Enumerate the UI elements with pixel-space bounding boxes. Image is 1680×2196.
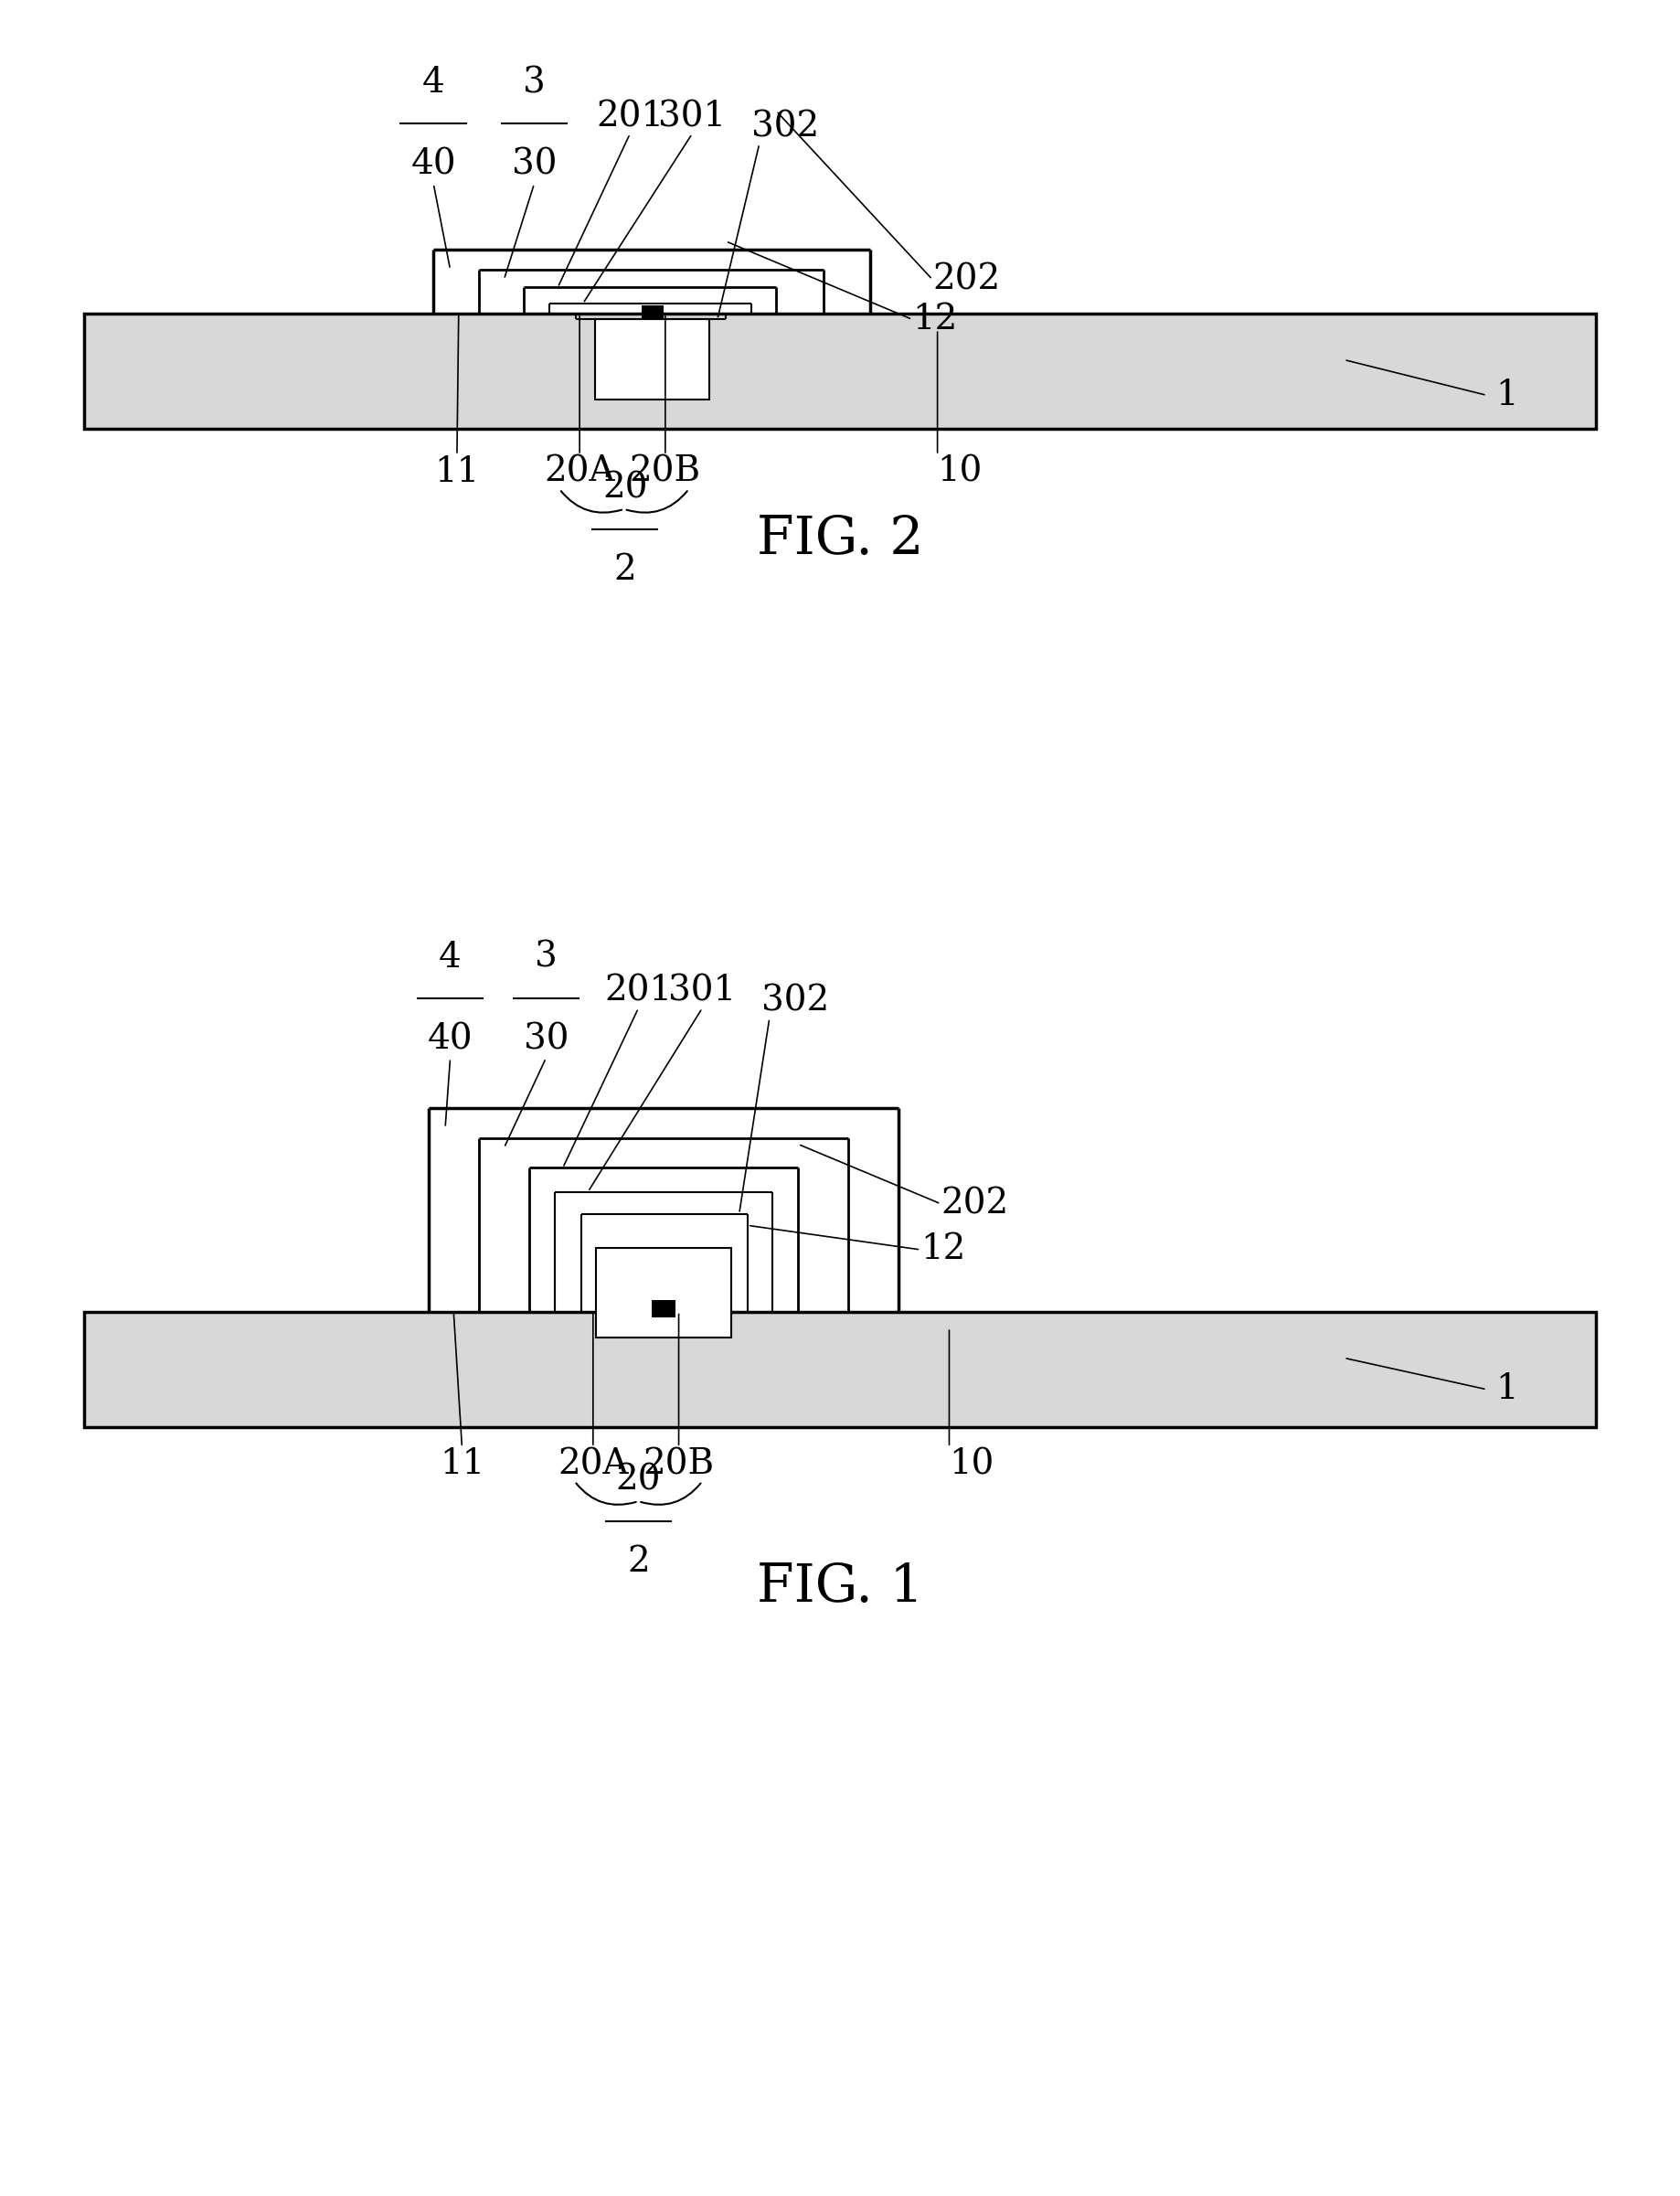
Text: 3: 3 bbox=[534, 940, 558, 975]
Text: 4: 4 bbox=[422, 66, 445, 99]
Text: 20: 20 bbox=[603, 472, 647, 505]
Text: 301: 301 bbox=[659, 101, 726, 134]
Text: 30: 30 bbox=[524, 1021, 568, 1056]
Text: FIG. 1: FIG. 1 bbox=[756, 1561, 924, 1612]
Bar bbox=[84, 314, 1596, 428]
Text: 302: 302 bbox=[761, 984, 828, 1019]
Text: 20A: 20A bbox=[544, 455, 615, 490]
Bar bbox=[595, 318, 709, 400]
Text: 40: 40 bbox=[412, 147, 455, 182]
Text: 20B: 20B bbox=[630, 455, 701, 490]
Text: 1: 1 bbox=[1495, 1372, 1517, 1405]
Text: 2: 2 bbox=[627, 1546, 650, 1579]
Text: 301: 301 bbox=[669, 975, 736, 1008]
Text: 10: 10 bbox=[937, 455, 983, 490]
Text: 30: 30 bbox=[512, 147, 556, 182]
Text: 2: 2 bbox=[613, 553, 637, 586]
Text: 3: 3 bbox=[522, 66, 546, 99]
Text: 201: 201 bbox=[605, 975, 672, 1008]
Text: 11: 11 bbox=[440, 1447, 484, 1480]
Text: 202: 202 bbox=[941, 1186, 1008, 1221]
Text: 20A: 20A bbox=[558, 1447, 628, 1480]
Bar bbox=[596, 1247, 731, 1337]
Bar bbox=[642, 305, 664, 318]
Text: 40: 40 bbox=[428, 1021, 472, 1056]
Text: 302: 302 bbox=[751, 110, 818, 143]
Text: 12: 12 bbox=[912, 303, 958, 336]
Text: 12: 12 bbox=[921, 1232, 966, 1267]
Text: 202: 202 bbox=[932, 264, 1000, 296]
Text: 20: 20 bbox=[617, 1463, 660, 1498]
Text: 11: 11 bbox=[435, 455, 479, 490]
Text: 4: 4 bbox=[438, 940, 462, 975]
Bar bbox=[652, 1300, 675, 1318]
Text: 20B: 20B bbox=[643, 1447, 714, 1480]
Text: 201: 201 bbox=[596, 101, 664, 134]
Text: 10: 10 bbox=[949, 1447, 995, 1480]
Text: FIG. 2: FIG. 2 bbox=[756, 514, 924, 564]
Text: 1: 1 bbox=[1495, 378, 1517, 413]
Bar bbox=[84, 1311, 1596, 1427]
